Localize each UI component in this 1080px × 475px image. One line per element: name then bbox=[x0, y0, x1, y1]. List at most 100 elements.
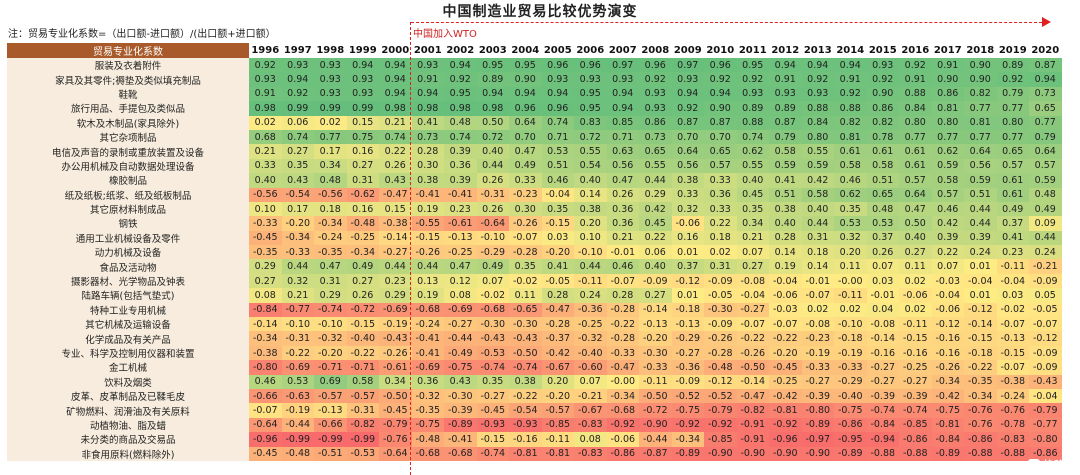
value-cell: -0.10 bbox=[314, 317, 347, 332]
value-cell: -0.99 bbox=[346, 432, 379, 447]
year-header: 2009 bbox=[671, 43, 704, 58]
value-cell: 0.04 bbox=[866, 302, 899, 318]
value-cell: 0.09 bbox=[1029, 216, 1062, 231]
value-cell: 0.41 bbox=[769, 173, 802, 188]
value-cell: -0.53 bbox=[346, 446, 379, 461]
value-cell: 0.49 bbox=[996, 201, 1029, 217]
value-cell: 0.56 bbox=[964, 158, 997, 174]
value-cell: 0.55 bbox=[736, 158, 769, 174]
value-cell: -0.14 bbox=[866, 331, 899, 346]
value-cell: 0.07 bbox=[866, 259, 899, 274]
row-category: 电信及声音的录制或重放装置及设备 bbox=[7, 144, 249, 159]
value-cell: -0.45 bbox=[379, 403, 412, 418]
value-cell: 0.65 bbox=[639, 144, 672, 159]
value-cell: -0.10 bbox=[281, 317, 314, 332]
value-cell: -0.34 bbox=[606, 388, 639, 404]
value-cell: 0.01 bbox=[671, 245, 704, 260]
value-cell: -0.34 bbox=[346, 245, 379, 260]
value-cell: 0.39 bbox=[964, 230, 997, 246]
value-cell: -0.89 bbox=[444, 417, 477, 433]
value-cell: 0.26 bbox=[379, 158, 412, 174]
value-cell: 0.17 bbox=[314, 144, 347, 159]
value-cell: 0.29 bbox=[379, 288, 412, 303]
value-cell: 0.61 bbox=[866, 144, 899, 159]
value-cell: -0.56 bbox=[314, 187, 347, 202]
value-cell: 0.92 bbox=[671, 101, 704, 116]
value-cell: -0.75 bbox=[671, 403, 704, 418]
value-cell: 0.94 bbox=[281, 72, 314, 87]
value-cell: -0.34 bbox=[249, 331, 282, 346]
formula-note: 注：贸易专业化系数=（出口额-进口额）/(出口额+进口额） bbox=[8, 29, 276, 40]
value-cell: 0.93 bbox=[606, 72, 639, 87]
value-cell: -0.74 bbox=[899, 403, 932, 418]
value-cell: 0.92 bbox=[249, 58, 282, 73]
value-cell: 0.93 bbox=[639, 101, 672, 116]
value-cell: 0.93 bbox=[346, 86, 379, 102]
value-cell: -0.45 bbox=[769, 360, 802, 375]
value-cell: 0.08 bbox=[444, 288, 477, 303]
value-cell: 0.48 bbox=[444, 115, 477, 130]
value-cell: -0.74 bbox=[866, 403, 899, 418]
value-cell: 0.57 bbox=[1029, 158, 1062, 174]
value-cell: -0.13 bbox=[444, 230, 477, 246]
year-header: 1996 bbox=[249, 43, 282, 58]
value-cell: -0.28 bbox=[606, 302, 639, 318]
value-cell: -0.33 bbox=[249, 216, 282, 231]
value-cell: -0.44 bbox=[281, 417, 314, 433]
year-header: 2011 bbox=[736, 43, 769, 58]
value-cell: -0.69 bbox=[444, 302, 477, 318]
value-cell: 0.40 bbox=[801, 201, 834, 217]
year-header: 2016 bbox=[899, 43, 932, 58]
value-cell: 0.56 bbox=[606, 158, 639, 174]
value-cell: -0.27 bbox=[444, 317, 477, 332]
value-cell: 0.06 bbox=[639, 245, 672, 260]
value-cell: -0.79 bbox=[704, 403, 737, 418]
value-cell: 0.94 bbox=[801, 58, 834, 73]
value-cell: 0.40 bbox=[899, 230, 932, 246]
value-cell: -0.72 bbox=[346, 302, 379, 318]
value-cell: 0.48 bbox=[314, 173, 347, 188]
value-cell: 0.20 bbox=[834, 245, 867, 260]
value-cell: 0.59 bbox=[931, 158, 964, 174]
value-cell: 0.94 bbox=[671, 86, 704, 102]
value-cell: 0.38 bbox=[769, 201, 802, 217]
value-cell: -0.82 bbox=[736, 403, 769, 418]
value-cell: -0.05 bbox=[541, 273, 574, 289]
value-cell: 0.21 bbox=[379, 115, 412, 130]
value-cell: 0.26 bbox=[476, 201, 509, 217]
value-cell: 0.58 bbox=[834, 158, 867, 174]
value-cell: -0.71 bbox=[314, 360, 347, 375]
row-category: 金工机械 bbox=[7, 360, 249, 375]
value-cell: 0.92 bbox=[444, 72, 477, 87]
value-cell: 0.93 bbox=[866, 58, 899, 73]
value-cell: 0.31 bbox=[801, 230, 834, 246]
value-cell: 0.95 bbox=[574, 86, 607, 102]
value-cell: 0.73 bbox=[639, 129, 672, 145]
value-cell: 0.90 bbox=[866, 86, 899, 102]
value-cell: -0.68 bbox=[411, 302, 444, 318]
value-cell: -0.97 bbox=[801, 432, 834, 447]
value-cell: -0.09 bbox=[1029, 273, 1062, 289]
row-category: 其它原材料制成品 bbox=[7, 201, 249, 217]
value-cell: 0.27 bbox=[346, 158, 379, 174]
value-cell: 0.85 bbox=[606, 115, 639, 130]
value-cell: -0.48 bbox=[281, 446, 314, 461]
value-cell: -0.26 bbox=[379, 345, 412, 361]
value-cell: 0.87 bbox=[671, 115, 704, 130]
value-cell: 0.01 bbox=[671, 288, 704, 303]
value-cell: -0.31 bbox=[476, 187, 509, 202]
value-cell: 0.57 bbox=[899, 173, 932, 188]
value-cell: 0.61 bbox=[899, 144, 932, 159]
value-cell: -0.04 bbox=[996, 273, 1029, 289]
table-row: 非食用原料(燃料除外) -0.45 -0.48 -0.51 -0.53 -0.64 -0.6… bbox=[7, 446, 1062, 461]
value-cell: 0.08 bbox=[574, 432, 607, 447]
value-cell: 0.59 bbox=[964, 173, 997, 188]
value-cell: 0.22 bbox=[931, 245, 964, 260]
table-row: 其它原材料制成品 0.10 0.17 0.18 0.16 0.15 0.19 0.23 0.26… bbox=[7, 201, 1062, 217]
value-cell: -0.28 bbox=[606, 331, 639, 346]
value-cell: -0.40 bbox=[346, 331, 379, 346]
value-cell: -0.90 bbox=[769, 446, 802, 461]
value-cell: -0.06 bbox=[769, 288, 802, 303]
value-cell: -0.20 bbox=[639, 331, 672, 346]
value-cell: -0.66 bbox=[249, 388, 282, 404]
